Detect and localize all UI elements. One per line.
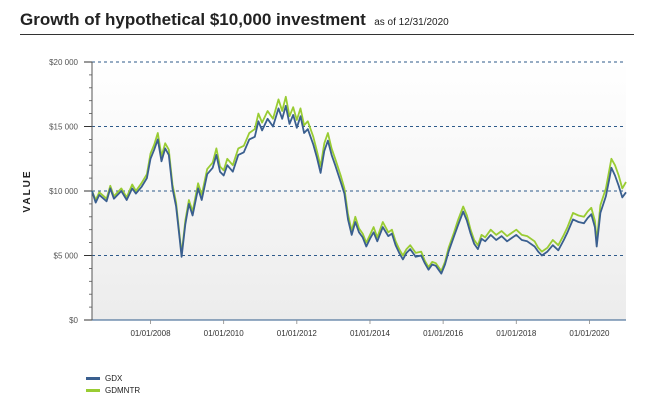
y-tick-label: $0 — [69, 316, 78, 325]
legend-swatch-gdx — [86, 376, 100, 380]
x-tick-label: 01/01/2016 — [423, 329, 464, 338]
y-tick-label: $5 000 — [54, 252, 79, 261]
y-tick-label: $15 000 — [49, 123, 78, 132]
legend-label-gdmntr: GDMNTR — [105, 385, 141, 395]
x-tick-label: 01/01/2008 — [130, 329, 171, 338]
legend-item-gdmntr: GDMNTR — [86, 384, 140, 396]
x-tick-label: 01/01/2012 — [277, 329, 318, 338]
chart-title-row: Growth of hypothetical $10,000 investmen… — [20, 10, 634, 35]
legend-item-gdx: GDX — [86, 372, 140, 384]
x-tick-label: 01/01/2014 — [350, 329, 391, 338]
chart-subtitle: as of 12/31/2020 — [374, 17, 449, 28]
series-line-gdx — [91, 105, 627, 275]
x-tick-label: 01/01/2020 — [569, 329, 610, 338]
x-tick-label: 01/01/2018 — [496, 329, 537, 338]
y-axis-label: VALUE — [22, 169, 33, 212]
legend: GDX GDMNTR — [86, 372, 140, 396]
x-tick-label: 01/01/2010 — [204, 329, 245, 338]
chart-title: Growth of hypothetical $10,000 investmen… — [20, 10, 366, 29]
y-tick-label: $20 000 — [49, 58, 78, 67]
legend-swatch-gdmntr — [86, 388, 100, 392]
legend-label-gdx: GDX — [105, 373, 123, 383]
y-tick-label: $10 000 — [49, 187, 78, 196]
